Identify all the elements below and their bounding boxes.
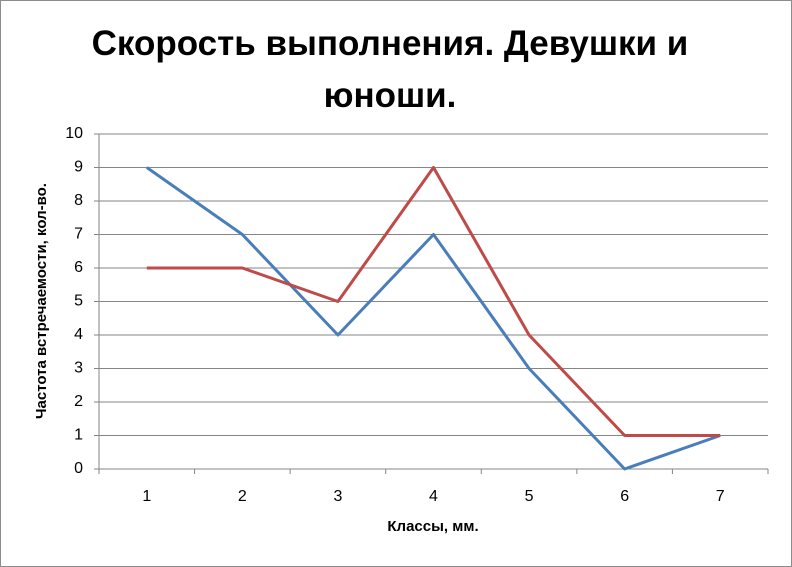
x-axis-title: Классы, мм.	[387, 518, 478, 535]
y-axis-title: Частота встречаемости, кол-во.	[33, 183, 50, 419]
y-tick-label: 9	[74, 159, 83, 176]
x-tick-label: 2	[238, 488, 247, 505]
series-line	[146, 166, 721, 437]
x-tick-label: 6	[620, 488, 629, 505]
y-tick-label: 2	[74, 393, 83, 410]
y-tick-label: 4	[74, 326, 83, 343]
x-tick-label: 1	[142, 488, 151, 505]
y-tick-label: 0	[74, 460, 83, 477]
x-tick-label: 7	[716, 488, 725, 505]
y-tick-label: 8	[74, 192, 83, 209]
x-tick-label: 5	[525, 488, 534, 505]
y-tick-label: 10	[65, 125, 83, 142]
y-tick-label: 7	[74, 226, 83, 243]
y-tick-label: 1	[74, 427, 83, 444]
x-tick-label: 3	[333, 488, 342, 505]
series-line	[145, 166, 721, 471]
y-tick-label: 5	[74, 293, 83, 310]
y-tick-label: 3	[74, 360, 83, 377]
chart-title: Скорость выполнения. Девушки и юноши.	[91, 24, 689, 115]
x-tick-label: 4	[429, 488, 438, 505]
y-tick-label: 6	[74, 259, 83, 276]
